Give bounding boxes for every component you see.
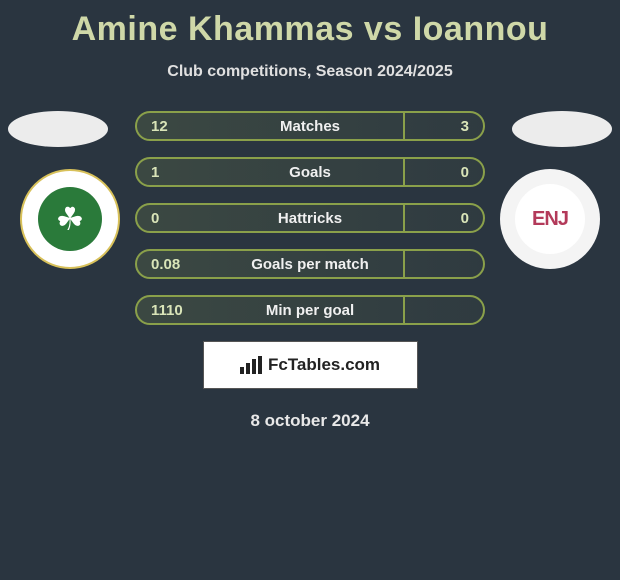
stat-left-value: 1	[137, 164, 209, 181]
bar-chart-icon	[240, 356, 262, 374]
stat-divider	[403, 203, 405, 233]
subtitle: Club competitions, Season 2024/2025	[0, 63, 620, 81]
stat-label: Goals per match	[209, 256, 411, 273]
stat-label: Goals	[209, 164, 411, 181]
stat-divider	[403, 249, 405, 279]
stat-row: 0.08 Goals per match	[135, 249, 485, 279]
stat-label: Matches	[209, 118, 411, 135]
stat-row: 0 Hattricks 0	[135, 203, 485, 233]
player-photo-left	[8, 111, 108, 147]
stat-row: 1110 Min per goal	[135, 295, 485, 325]
stat-row: 1 Goals 0	[135, 157, 485, 187]
stat-right-value: 0	[411, 164, 483, 181]
stat-left-value: 1110	[137, 302, 209, 319]
stat-left-value: 0	[137, 210, 209, 227]
stat-label: Hattricks	[209, 210, 411, 227]
brand-box[interactable]: FcTables.com	[203, 341, 418, 389]
stat-divider	[403, 111, 405, 141]
stats-table: 12 Matches 3 1 Goals 0 0 Hattricks 0 0.0…	[135, 111, 485, 325]
player-photo-right	[512, 111, 612, 147]
stat-divider	[403, 295, 405, 325]
stat-right-value: 0	[411, 210, 483, 227]
team-right-mark: ENJ	[515, 184, 585, 254]
stat-left-value: 0.08	[137, 256, 209, 273]
stat-left-value: 12	[137, 118, 209, 135]
page-title: Amine Khammas vs Ioannou	[0, 0, 620, 49]
stat-right-value: 3	[411, 118, 483, 135]
brand-text: FcTables.com	[268, 355, 380, 375]
stat-row: 12 Matches 3	[135, 111, 485, 141]
team-logo-right: ENJ	[500, 169, 600, 269]
comparison-area: ENJ 12 Matches 3 1 Goals 0 0 Hattricks 0…	[0, 111, 620, 325]
stat-divider	[403, 157, 405, 187]
team-logo-left	[20, 169, 120, 269]
date-text: 8 october 2024	[0, 411, 620, 431]
clover-icon	[38, 187, 102, 251]
stat-label: Min per goal	[209, 302, 411, 319]
